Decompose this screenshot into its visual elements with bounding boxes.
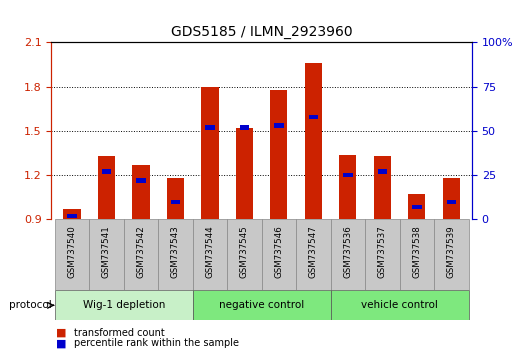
Text: vehicle control: vehicle control — [361, 300, 438, 310]
Bar — [412, 205, 422, 209]
Text: ■: ■ — [56, 328, 67, 338]
Bar — [240, 125, 249, 130]
Title: GDS5185 / ILMN_2923960: GDS5185 / ILMN_2923960 — [171, 25, 352, 39]
Bar — [64, 209, 81, 219]
Bar — [136, 178, 146, 183]
Text: GSM737536: GSM737536 — [343, 225, 352, 278]
Bar — [167, 178, 184, 219]
Text: GSM737544: GSM737544 — [205, 225, 214, 278]
Bar — [443, 178, 460, 219]
Bar — [124, 219, 158, 290]
Bar — [205, 125, 214, 130]
Text: GSM737543: GSM737543 — [171, 225, 180, 278]
Bar — [102, 170, 111, 174]
Text: GSM737547: GSM737547 — [309, 225, 318, 278]
Bar — [193, 290, 330, 320]
Bar — [227, 219, 262, 290]
Text: GSM737545: GSM737545 — [240, 225, 249, 278]
Bar — [434, 219, 468, 290]
Bar — [55, 290, 193, 320]
Text: percentile rank within the sample: percentile rank within the sample — [74, 338, 240, 348]
Bar — [408, 194, 425, 219]
Bar — [270, 90, 287, 219]
Text: GSM737539: GSM737539 — [447, 225, 456, 278]
Bar — [343, 173, 352, 177]
Bar — [305, 63, 322, 219]
Bar — [132, 165, 150, 219]
Bar — [201, 87, 219, 219]
Bar — [236, 128, 253, 219]
Bar — [373, 156, 391, 219]
Bar — [89, 219, 124, 290]
Bar — [67, 214, 77, 218]
Text: Wig-1 depletion: Wig-1 depletion — [83, 300, 165, 310]
Bar — [274, 124, 284, 128]
Text: GSM737541: GSM737541 — [102, 225, 111, 278]
Bar — [309, 115, 318, 119]
Bar — [378, 170, 387, 174]
Bar — [365, 219, 400, 290]
Text: negative control: negative control — [219, 300, 304, 310]
Text: GSM737538: GSM737538 — [412, 225, 421, 278]
Text: GSM737537: GSM737537 — [378, 225, 387, 278]
Bar — [330, 219, 365, 290]
Bar — [262, 219, 296, 290]
Text: GSM737546: GSM737546 — [274, 225, 283, 278]
Bar — [171, 200, 180, 204]
Bar — [296, 219, 330, 290]
Text: GSM737542: GSM737542 — [136, 225, 146, 278]
Text: GSM737540: GSM737540 — [68, 225, 76, 278]
Bar — [446, 200, 456, 204]
Bar — [330, 290, 468, 320]
Text: ■: ■ — [56, 338, 67, 348]
Bar — [193, 219, 227, 290]
Bar — [158, 219, 193, 290]
Text: protocol: protocol — [9, 300, 52, 310]
Bar — [55, 219, 89, 290]
Bar — [339, 155, 357, 219]
Bar — [400, 219, 434, 290]
Bar — [98, 156, 115, 219]
Text: transformed count: transformed count — [74, 328, 165, 338]
